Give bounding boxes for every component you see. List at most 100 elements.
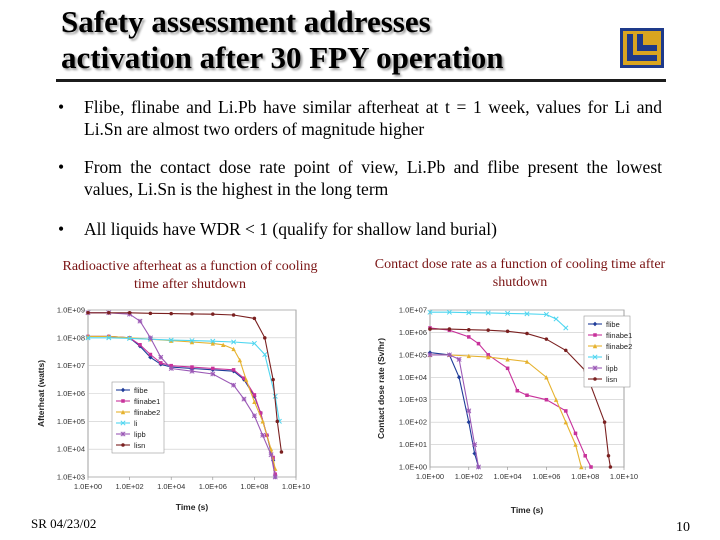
data-point <box>168 365 174 371</box>
x-tick-label: 1.0E+04 <box>157 482 185 491</box>
bullet-text: Flibe, flinabe and Li.Pb have similar af… <box>84 97 662 139</box>
data-point <box>237 357 243 363</box>
y-tick-label: 1.0E+01 <box>399 440 427 449</box>
y-tick-label: 1.0E+02 <box>399 418 427 427</box>
data-point <box>543 311 549 318</box>
legend-label: flinabe2 <box>134 408 160 417</box>
data-point <box>275 419 280 424</box>
x-tick-label: 1.0E+10 <box>610 472 638 481</box>
data-point <box>211 366 215 371</box>
data-point <box>137 318 143 324</box>
data-point <box>472 442 478 448</box>
y-tick-label: 1.0E+04 <box>399 373 427 382</box>
data-point <box>475 464 482 470</box>
legend-label: lipb <box>606 364 618 373</box>
legend-label: flinabe2 <box>606 342 632 351</box>
data-point <box>476 341 481 346</box>
data-point <box>466 353 471 359</box>
series-lisn <box>428 327 613 469</box>
y-axis-title: Afterheat (watts) <box>36 360 46 427</box>
data-point <box>189 338 195 344</box>
data-point <box>169 363 173 368</box>
data-point <box>593 377 597 381</box>
data-point <box>241 396 247 402</box>
data-point <box>486 328 490 332</box>
data-point <box>263 336 267 340</box>
data-point <box>427 309 433 315</box>
data-point <box>231 346 236 352</box>
bullet-text: From the contact dose rate point of view… <box>84 157 662 199</box>
y-tick-label: 1.0E+09 <box>57 306 85 315</box>
data-point <box>553 316 559 322</box>
data-point <box>231 368 236 372</box>
data-point <box>466 310 472 316</box>
legend: flibe flinabe1 flinabe2 li lipb lisn <box>111 381 165 454</box>
data-point <box>169 311 173 316</box>
data-point <box>231 313 236 317</box>
data-point <box>258 411 263 415</box>
data-point <box>563 419 568 425</box>
series-line <box>430 328 611 468</box>
x-tick-label: 1.0E+00 <box>416 472 444 481</box>
y-tick-label: 1.0E+05 <box>57 417 85 426</box>
y-tick-label: 1.0E+07 <box>399 306 427 315</box>
data-point <box>525 331 529 336</box>
data-point <box>525 393 529 397</box>
data-point <box>252 399 257 405</box>
data-point <box>524 359 530 364</box>
data-point <box>148 352 153 357</box>
data-point <box>120 420 126 426</box>
data-point <box>107 311 111 315</box>
legend-label: lipb <box>134 430 146 439</box>
caption-afterheat: Radioactive afterheat as a function of c… <box>62 259 318 292</box>
data-point <box>272 474 278 480</box>
series-flinabe1 <box>428 326 593 469</box>
data-point <box>602 420 607 424</box>
data-point <box>210 338 216 344</box>
data-point <box>486 353 490 357</box>
legend-label: flibe <box>134 386 148 395</box>
data-point <box>544 375 549 380</box>
data-point <box>268 452 274 458</box>
data-point <box>120 409 126 415</box>
data-point <box>168 337 174 343</box>
data-point <box>505 310 511 316</box>
data-point <box>573 442 578 447</box>
title-underline <box>56 79 666 82</box>
x-tick-label: 1.0E+02 <box>455 472 483 481</box>
legend-box <box>111 381 165 454</box>
x-tick-label: 1.0E+06 <box>199 482 227 491</box>
bullet-marker: • <box>58 97 65 117</box>
y-tick-label: 1.0E+06 <box>57 389 85 398</box>
data-point <box>573 431 578 436</box>
slide-title: Safety assessment addresses activation a… <box>61 4 504 76</box>
data-point <box>120 431 126 437</box>
data-point <box>606 454 611 458</box>
caption-dose-rate: Contact dose rate as a function of cooli… <box>374 257 666 290</box>
data-point <box>456 375 462 380</box>
data-point <box>592 321 598 327</box>
data-point <box>86 311 90 315</box>
data-point <box>210 341 215 346</box>
data-point <box>106 335 112 341</box>
afterheat-chart: 1.0E+03 1.0E+04 1.0E+05 1.0E+06 1.0E+07 1.0E+… <box>36 306 310 513</box>
legend-label: lisn <box>134 441 145 450</box>
bullet-marker: • <box>58 157 65 177</box>
footer-date: SR 04/23/02 <box>31 516 97 531</box>
legend: flibe flinabe1 flinabe2 li lipb lisn <box>583 315 632 388</box>
dose-rate-chart: 1.0E+00 1.0E+01 1.0E+02 1.0E+03 1.0E+04 1.0E+… <box>376 306 638 516</box>
legend-label: li <box>606 353 610 362</box>
legend-box <box>583 315 631 388</box>
data-point <box>210 371 216 377</box>
legend-label: flibe <box>606 320 620 329</box>
y-tick-label: 1.0E+05 <box>399 350 427 359</box>
x-tick-label: 1.0E+08 <box>240 482 268 491</box>
data-point <box>456 356 462 362</box>
data-point <box>127 335 133 341</box>
data-point <box>564 409 568 413</box>
y-tick-label: 1.0E+08 <box>57 333 85 342</box>
data-point <box>190 365 194 369</box>
data-point <box>260 432 266 438</box>
data-point <box>544 397 549 402</box>
data-point <box>505 366 510 371</box>
